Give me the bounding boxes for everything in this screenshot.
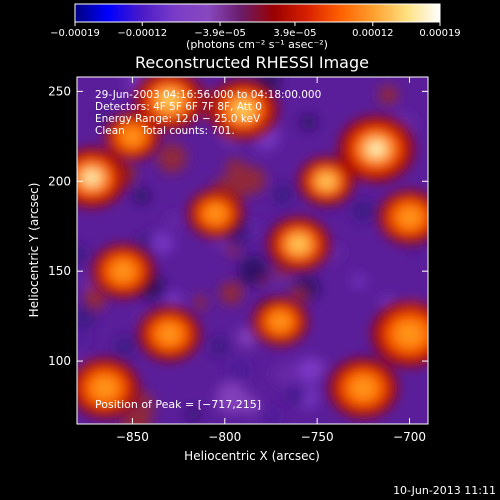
x-tick-label: −800 [208, 430, 241, 444]
colorbar-tick-label: 0.00019 [419, 28, 460, 39]
heatmap-blob [77, 244, 88, 266]
peak-position-label: Position of Peak = [−717,215] [95, 398, 261, 411]
source-blob [209, 208, 222, 219]
heatmap-blob [219, 281, 243, 305]
heatmap-blob [351, 199, 375, 223]
chart-title: Reconstructed RHESSI Image [135, 53, 369, 72]
heatmap-blob [237, 327, 258, 348]
colorbar-tick-label: −0.00012 [117, 28, 167, 39]
heatmap-blob [77, 331, 89, 347]
colorbar-ticks: −0.00019 −0.00012 −3.9e−05 3.9e−05 0.00012 0.… [50, 22, 461, 39]
heatmap-blob [273, 361, 299, 388]
source-blob [368, 141, 385, 157]
source-blob [274, 316, 287, 327]
heatmap-blob [300, 113, 318, 131]
footer-timestamp: 10-Jun-2013 11:11 [393, 484, 496, 497]
colorbar-unit-label: (photons cm⁻² s⁻¹ asec⁻²) [186, 38, 328, 51]
x-tick-label: −850 [116, 430, 149, 444]
x-tick-label: −700 [393, 430, 426, 444]
y-tick-label: 100 [48, 354, 71, 368]
colorbar-tick-label: −3.9e−05 [194, 28, 246, 39]
heatmap-blob [193, 295, 208, 310]
plot-frame [76, 76, 429, 425]
source-blob [401, 326, 418, 342]
info-annotation: 29-Jun-2003 04:16:56.000 to 04:18:00.000… [95, 89, 321, 137]
heatmap-blob [186, 407, 200, 422]
heatmap-blob [114, 335, 136, 357]
heatmap-blob [351, 274, 366, 288]
heatmap-blob [133, 187, 150, 205]
source-blob [162, 328, 177, 340]
colorbar [74, 3, 441, 23]
heatmap-blob [215, 382, 248, 414]
source-blob [355, 381, 371, 395]
colorbar-tick-label: 0.00012 [352, 28, 393, 39]
y-tick-label: 250 [48, 84, 71, 98]
source-blob [84, 171, 100, 185]
heatmap-blob [150, 231, 174, 255]
heatmap-blob [325, 244, 343, 262]
x-axis-label: Heliocentric X (arcsec) [184, 449, 320, 463]
source-blob [402, 211, 417, 224]
heatmap-blob [262, 406, 281, 424]
source-blob [126, 131, 139, 142]
y-tick-label: 150 [48, 264, 71, 278]
info-line: 29-Jun-2003 04:16:56.000 to 04:18:00.000 [95, 89, 321, 101]
info-line: Clean Total counts: 701. [95, 125, 235, 137]
colorbar-tick-label: −0.00019 [50, 28, 100, 39]
info-line: Energy Range: 12.0 − 25.0 keV [95, 113, 261, 125]
heatmap-blob [378, 85, 399, 105]
heatmap-blob [209, 336, 230, 357]
heatmap-sources [77, 77, 428, 418]
heatmap-image [77, 77, 428, 424]
heatmap-blob [295, 357, 322, 384]
heatmap-blob [97, 111, 111, 126]
y-axis-label: Heliocentric Y (arcsec) [27, 183, 41, 318]
heatmap-blob [289, 286, 308, 305]
y-axis-ticks: 100 150 200 250 [48, 84, 428, 368]
heatmap-blob [164, 292, 184, 311]
heatmap-blob [237, 166, 266, 195]
heatmap-blob [271, 183, 294, 206]
heatmap-blob [166, 213, 182, 229]
heatmap-blob [226, 158, 245, 177]
heatmap-blob [157, 143, 187, 173]
source-blob [116, 265, 130, 278]
info-line: Detectors: 4F 5F 6F 7F 8F, Att 0 [95, 101, 262, 113]
source-blob [235, 102, 251, 116]
source-blob [161, 93, 177, 107]
y-tick-label: 200 [48, 174, 71, 188]
source-blob [320, 176, 333, 187]
heatmap-blob [238, 255, 269, 285]
heatmap-blob [77, 304, 96, 329]
x-tick-label: −750 [301, 430, 334, 444]
source-blob [97, 381, 113, 395]
heatmap-blob [121, 408, 151, 424]
x-axis-ticks: −850 −800 −750 −700 [116, 77, 426, 444]
heatmap-blob [228, 358, 251, 381]
colorbar-tick-label: 3.9e−05 [273, 28, 316, 39]
source-blob [291, 238, 306, 251]
